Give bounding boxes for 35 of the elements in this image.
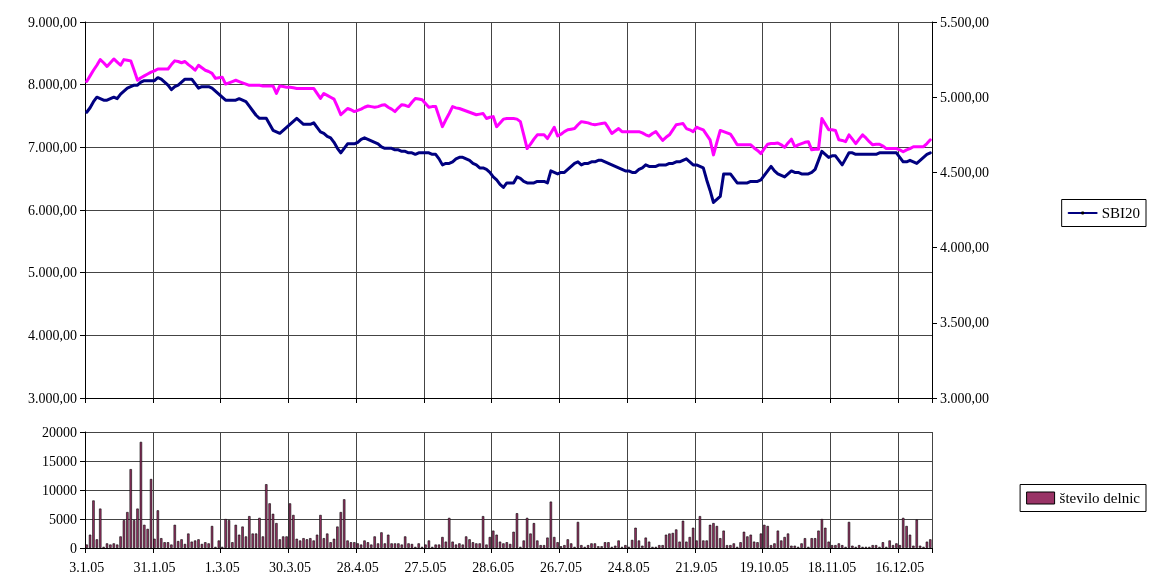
x-tick-label: 3.1.05 bbox=[69, 559, 105, 575]
y-tick-label: 0 bbox=[70, 540, 77, 556]
y-tick-label: 7.000,00 bbox=[28, 139, 77, 155]
y-tick-label: 8.000,00 bbox=[28, 77, 77, 93]
y-tick-label: 9.000,00 bbox=[28, 14, 77, 30]
x-tick-label: 21.9.05 bbox=[675, 559, 718, 575]
x-tick-label: 26.7.05 bbox=[540, 559, 583, 575]
x-tick-label: 24.8.05 bbox=[607, 559, 650, 575]
y-tick-label: 10000 bbox=[42, 482, 77, 498]
y2-tick-label: 3.000,00 bbox=[940, 390, 989, 406]
legend-label: število delnic bbox=[1059, 490, 1141, 506]
line-series bbox=[85, 76, 932, 204]
x-tick-label: 19.10.05 bbox=[739, 559, 789, 575]
x-tick-label: 27.5.05 bbox=[404, 559, 447, 575]
x-tick-label: 31.1.05 bbox=[133, 559, 176, 575]
y2-tick-label: 5.500,00 bbox=[940, 14, 989, 30]
y-tick-label: 15000 bbox=[42, 453, 77, 469]
x-tick-label: 16.12.05 bbox=[875, 559, 925, 575]
y-tick-label: 5000 bbox=[49, 511, 77, 527]
y-tick-label: 6.000,00 bbox=[28, 202, 77, 218]
x-tick-label: 28.6.05 bbox=[472, 559, 515, 575]
y2-tick-label: 3.500,00 bbox=[940, 315, 989, 331]
y2-tick-label: 4.000,00 bbox=[940, 240, 989, 256]
x-tick-label: 28.4.05 bbox=[336, 559, 379, 575]
y2-tick-label: 4.500,00 bbox=[940, 164, 989, 180]
y-tick-label: 20000 bbox=[42, 424, 77, 440]
y2-tick-label: 5.000,00 bbox=[940, 89, 989, 105]
y-tick-label: 5.000,00 bbox=[28, 265, 77, 281]
x-tick-label: 1.3.05 bbox=[204, 559, 240, 575]
y-tick-label: 3.000,00 bbox=[28, 390, 77, 406]
y-tick-label: 4.000,00 bbox=[28, 327, 77, 343]
line-series bbox=[85, 57, 932, 157]
x-tick-label: 30.3.05 bbox=[268, 559, 311, 575]
legend-label: SBI20 bbox=[1101, 205, 1140, 221]
x-tick-label: 18.11.05 bbox=[807, 559, 857, 575]
